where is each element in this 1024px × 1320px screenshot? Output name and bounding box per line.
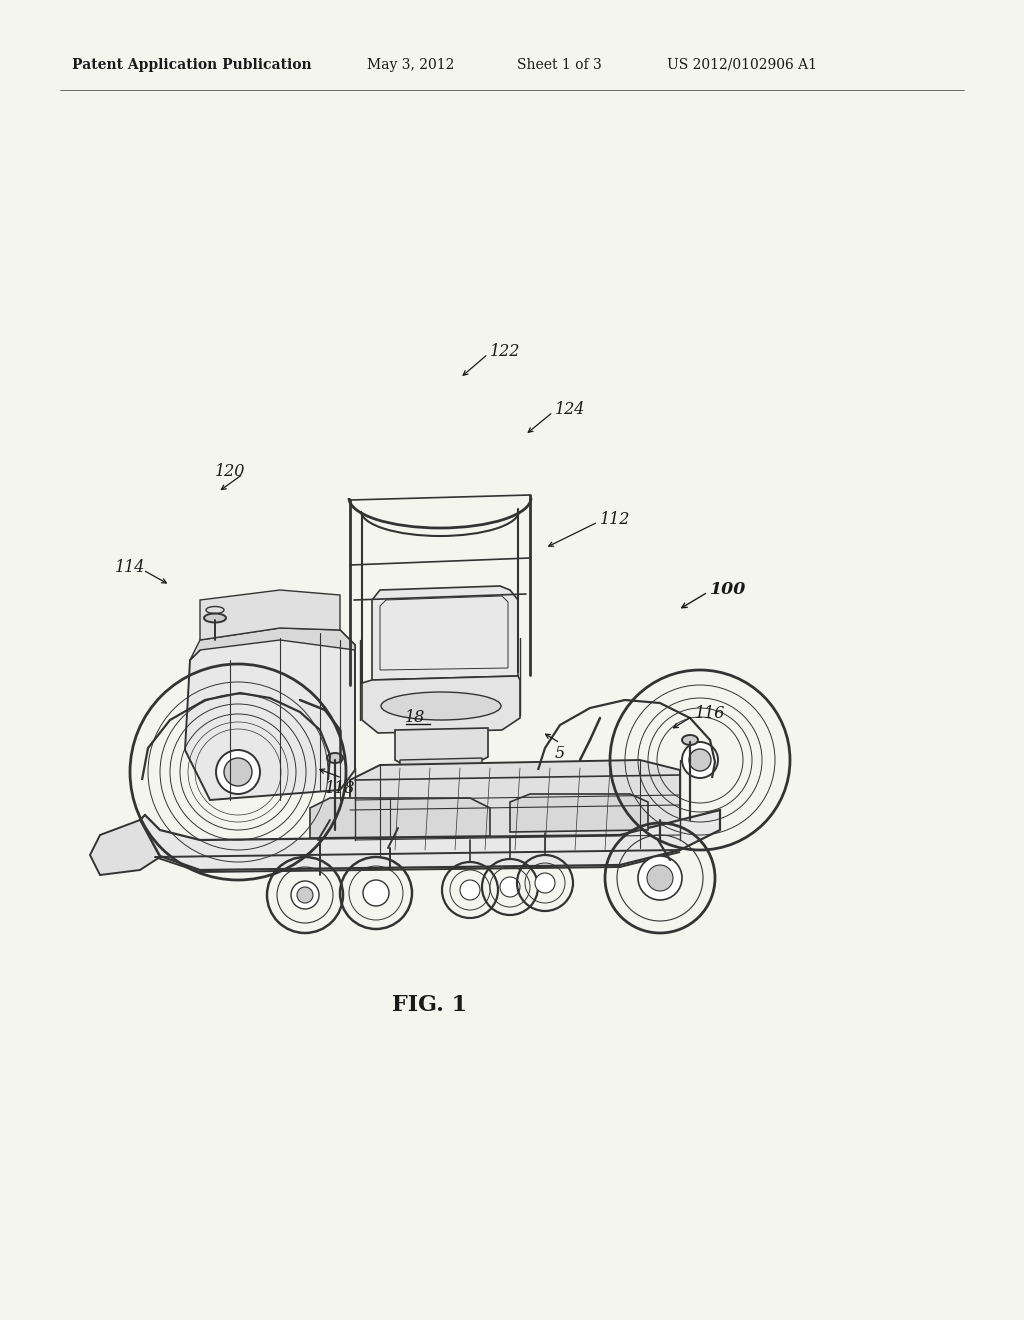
- Polygon shape: [310, 799, 490, 838]
- Ellipse shape: [381, 692, 501, 719]
- Text: 120: 120: [215, 463, 245, 480]
- Ellipse shape: [204, 614, 226, 623]
- Circle shape: [291, 880, 319, 909]
- Text: 116: 116: [695, 705, 725, 722]
- Circle shape: [297, 887, 313, 903]
- Polygon shape: [350, 760, 680, 855]
- Circle shape: [638, 855, 682, 900]
- Text: May 3, 2012: May 3, 2012: [367, 58, 455, 73]
- Circle shape: [689, 748, 711, 771]
- Polygon shape: [140, 810, 720, 870]
- Polygon shape: [395, 729, 488, 768]
- Circle shape: [500, 876, 520, 898]
- Text: 5: 5: [555, 744, 565, 762]
- Text: 18: 18: [404, 709, 425, 726]
- Circle shape: [535, 873, 555, 894]
- Polygon shape: [400, 758, 482, 792]
- Text: US 2012/0102906 A1: US 2012/0102906 A1: [667, 58, 817, 73]
- Polygon shape: [185, 630, 355, 800]
- Ellipse shape: [327, 752, 343, 763]
- Circle shape: [216, 750, 260, 795]
- Text: 124: 124: [555, 401, 586, 418]
- Text: 122: 122: [490, 343, 520, 360]
- Circle shape: [682, 742, 718, 777]
- Circle shape: [362, 880, 389, 906]
- Polygon shape: [90, 820, 160, 875]
- Circle shape: [647, 865, 673, 891]
- Text: Patent Application Publication: Patent Application Publication: [72, 58, 311, 73]
- Polygon shape: [510, 795, 648, 832]
- Text: Sheet 1 of 3: Sheet 1 of 3: [517, 58, 602, 73]
- Polygon shape: [362, 676, 520, 733]
- Text: 100: 100: [710, 582, 746, 598]
- Text: 114: 114: [115, 560, 145, 577]
- Circle shape: [224, 758, 252, 785]
- Ellipse shape: [682, 735, 698, 744]
- Polygon shape: [372, 586, 518, 680]
- Circle shape: [460, 880, 480, 900]
- Text: 112: 112: [600, 511, 631, 528]
- Polygon shape: [200, 590, 340, 640]
- Text: FIG. 1: FIG. 1: [392, 994, 468, 1016]
- Polygon shape: [190, 628, 355, 660]
- Text: 118: 118: [325, 780, 355, 797]
